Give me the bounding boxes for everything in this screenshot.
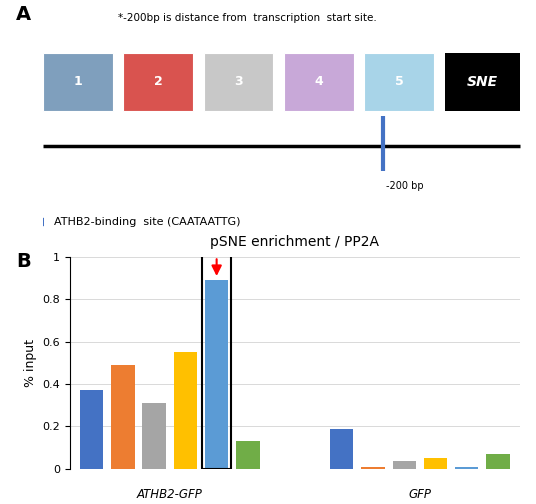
Y-axis label: % input: % input — [24, 339, 36, 387]
Text: ATHB2-GFP: ATHB2-GFP — [137, 488, 203, 501]
Text: 2: 2 — [154, 76, 162, 88]
Bar — [203, 253, 231, 469]
Text: A: A — [16, 5, 31, 24]
Bar — [174, 352, 197, 469]
Bar — [80, 391, 103, 469]
Bar — [361, 467, 385, 469]
Bar — [424, 458, 447, 469]
Bar — [445, 53, 520, 111]
Text: 1: 1 — [73, 76, 82, 88]
Text: -200 bp: -200 bp — [386, 181, 423, 192]
Bar — [455, 467, 479, 469]
Text: ATHB2-binding  site (CAATAATTG): ATHB2-binding site (CAATAATTG) — [54, 217, 240, 227]
Text: SNE: SNE — [467, 75, 498, 89]
Bar — [330, 428, 353, 469]
Text: *-200bp is distance from  transcription  start site.: *-200bp is distance from transcription s… — [118, 13, 377, 23]
Bar — [236, 441, 259, 469]
Text: GFP: GFP — [408, 488, 431, 501]
Bar — [392, 461, 416, 469]
Bar — [143, 403, 166, 469]
Bar — [284, 53, 354, 111]
Bar — [123, 53, 193, 111]
Bar — [111, 365, 135, 469]
Text: B: B — [16, 252, 31, 271]
Bar — [205, 280, 228, 469]
Bar — [364, 53, 434, 111]
Text: 5: 5 — [395, 76, 404, 88]
Text: 4: 4 — [315, 76, 323, 88]
Text: 3: 3 — [234, 76, 243, 88]
Bar — [204, 53, 273, 111]
Bar — [486, 454, 510, 469]
Bar — [43, 53, 113, 111]
Title: pSNE enrichment / PP2A: pSNE enrichment / PP2A — [210, 235, 379, 249]
